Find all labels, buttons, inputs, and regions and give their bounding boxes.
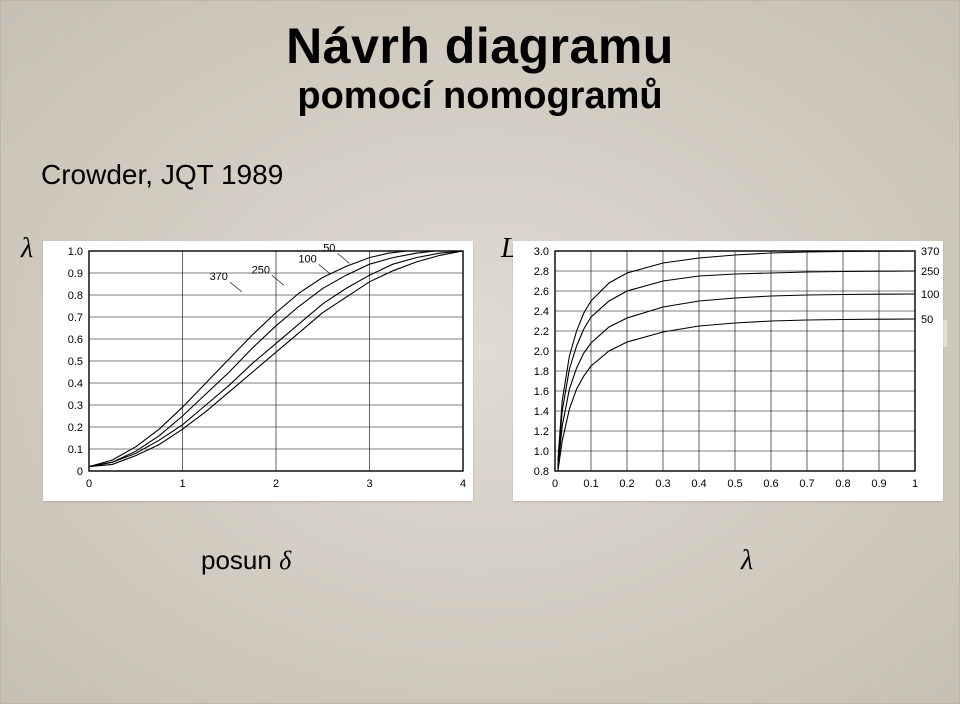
svg-text:3.0: 3.0 bbox=[534, 246, 549, 258]
svg-text:1.0: 1.0 bbox=[68, 246, 83, 258]
svg-text:0.2: 0.2 bbox=[68, 422, 83, 434]
svg-text:0.9: 0.9 bbox=[871, 478, 886, 490]
svg-text:250: 250 bbox=[921, 266, 939, 278]
svg-text:0.1: 0.1 bbox=[583, 478, 598, 490]
author-line: Crowder, JQT 1989 bbox=[41, 159, 283, 191]
slide-title: Návrh diagramu bbox=[1, 17, 959, 75]
svg-text:2.2: 2.2 bbox=[534, 326, 549, 338]
svg-text:370: 370 bbox=[210, 271, 228, 283]
svg-text:0.3: 0.3 bbox=[68, 400, 83, 412]
svg-text:1.0: 1.0 bbox=[534, 446, 549, 458]
delta-symbol: δ bbox=[279, 546, 291, 575]
svg-text:100: 100 bbox=[298, 253, 316, 265]
svg-text:370: 370 bbox=[921, 246, 939, 258]
svg-text:4: 4 bbox=[460, 478, 466, 490]
svg-text:1: 1 bbox=[912, 478, 918, 490]
svg-text:0.4: 0.4 bbox=[691, 478, 706, 490]
svg-text:0.8: 0.8 bbox=[534, 466, 549, 478]
svg-text:0: 0 bbox=[77, 466, 83, 478]
svg-text:2.4: 2.4 bbox=[534, 306, 549, 318]
svg-text:1.6: 1.6 bbox=[534, 386, 549, 398]
svg-text:1.2: 1.2 bbox=[534, 426, 549, 438]
svg-text:0.1: 0.1 bbox=[68, 444, 83, 456]
svg-text:0.9: 0.9 bbox=[68, 268, 83, 280]
svg-text:0.6: 0.6 bbox=[763, 478, 778, 490]
x-axis-label-lambda-bottom: λ bbox=[741, 545, 753, 577]
x-axis-label-posun-delta: posun δ bbox=[201, 545, 291, 576]
chart-right: 370 250 100 50 0.8 1.0 1.2 1.4 1.6 1.8 2.0 2.2 2.4 2.… bbox=[513, 241, 943, 501]
svg-text:0.8: 0.8 bbox=[68, 290, 83, 302]
chart-left: 50 100 250 370 0 0.1 0.2 0.3 0.4 0.5 0.6 0.7 0.8 0.9 1… bbox=[43, 241, 473, 501]
svg-text:0: 0 bbox=[86, 478, 92, 490]
svg-text:2.8: 2.8 bbox=[534, 266, 549, 278]
slide-subtitle: pomocí nomogramů bbox=[1, 75, 959, 118]
y-axis-label-lambda: λ bbox=[21, 233, 33, 265]
svg-text:50: 50 bbox=[323, 242, 335, 254]
svg-text:0: 0 bbox=[552, 478, 558, 490]
svg-text:0.8: 0.8 bbox=[835, 478, 850, 490]
svg-text:2.6: 2.6 bbox=[534, 286, 549, 298]
svg-text:50: 50 bbox=[921, 314, 933, 326]
svg-text:0.7: 0.7 bbox=[799, 478, 814, 490]
svg-text:0.3: 0.3 bbox=[655, 478, 670, 490]
svg-text:0.4: 0.4 bbox=[68, 378, 83, 390]
posun-text: posun bbox=[201, 545, 279, 575]
svg-text:3: 3 bbox=[366, 478, 372, 490]
svg-text:100: 100 bbox=[921, 289, 939, 301]
svg-text:0.5: 0.5 bbox=[727, 478, 742, 490]
svg-text:0.5: 0.5 bbox=[68, 356, 83, 368]
svg-text:0.6: 0.6 bbox=[68, 334, 83, 346]
svg-text:1.4: 1.4 bbox=[534, 406, 549, 418]
svg-text:1.8: 1.8 bbox=[534, 366, 549, 378]
svg-text:0.7: 0.7 bbox=[68, 312, 83, 324]
svg-text:250: 250 bbox=[252, 264, 270, 276]
svg-text:2.0: 2.0 bbox=[534, 346, 549, 358]
svg-text:0.2: 0.2 bbox=[619, 478, 634, 490]
svg-text:1: 1 bbox=[179, 478, 185, 490]
svg-text:2: 2 bbox=[273, 478, 279, 490]
